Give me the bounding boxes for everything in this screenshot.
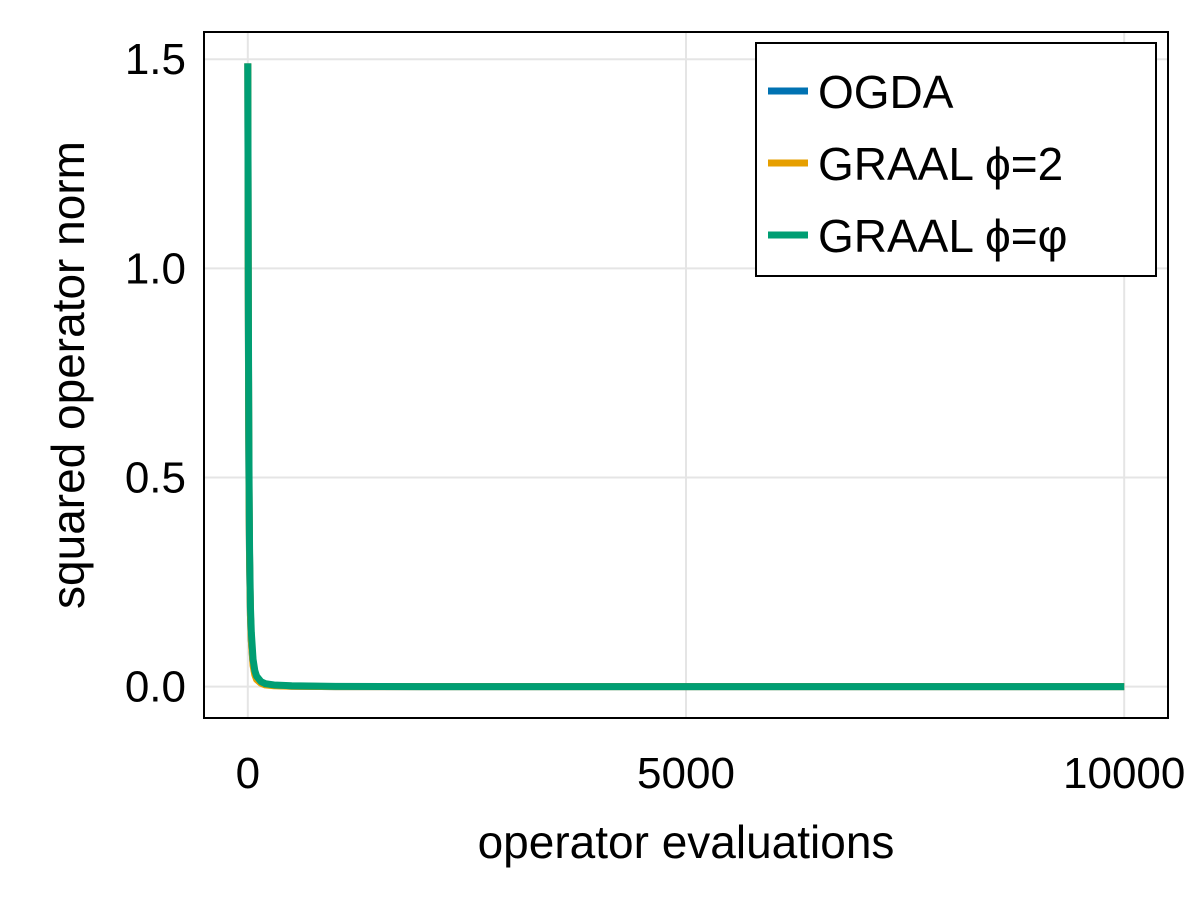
series-lines xyxy=(244,63,1125,691)
legend-label-1: OGDA xyxy=(818,66,954,118)
series-line-3 xyxy=(244,63,1125,691)
legend-label-3: GRAAL ϕ=φ xyxy=(818,210,1067,262)
x-tick-label: 10000 xyxy=(1063,749,1185,798)
x-axis-title: operator evaluations xyxy=(478,816,895,868)
legend-box xyxy=(755,42,1157,277)
y-tick-label: 1.5 xyxy=(125,35,186,84)
y-tick-label: 0.0 xyxy=(125,663,186,712)
y-tick-label: 1.0 xyxy=(125,244,186,293)
legend: OGDA GRAAL ϕ=2 GRAAL ϕ=φ xyxy=(755,42,1157,277)
x-tick-label: 0 xyxy=(236,749,260,798)
legend-label-2: GRAAL ϕ=2 xyxy=(818,138,1063,190)
y-axis-title: squared operator norm xyxy=(42,141,94,609)
y-tick-label: 0.5 xyxy=(125,453,186,502)
x-tick-label: 5000 xyxy=(637,749,735,798)
axis-ticks: 0 5000 10000 0.0 0.5 1.0 1.5 xyxy=(125,35,1186,798)
plot-frame xyxy=(203,31,1169,719)
